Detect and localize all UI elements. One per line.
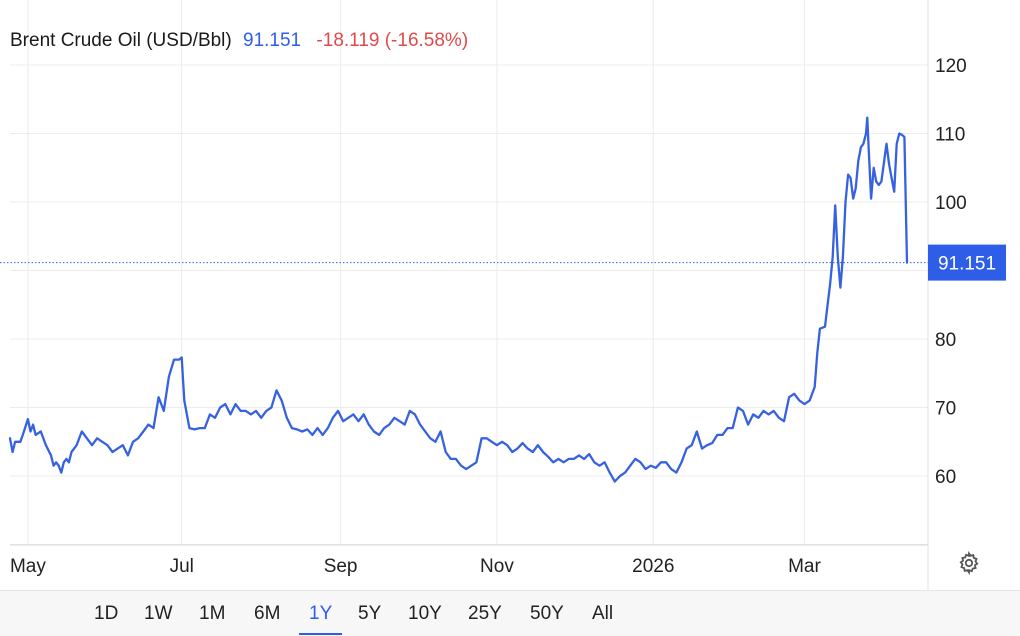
- y-tick-label: 70: [935, 399, 956, 420]
- x-tick-label: 2026: [632, 556, 674, 577]
- chart-header: Brent Crude Oil (USD/Bbl) 91.151 -18.119…: [10, 30, 468, 52]
- last-price: 91.151: [243, 30, 302, 51]
- y-tick-label: 100: [935, 193, 967, 214]
- x-tick-label: Nov: [480, 556, 514, 577]
- chart-grid: [10, 0, 929, 590]
- range-button-1m[interactable]: 1M: [195, 600, 229, 628]
- x-tick-label: Jul: [170, 556, 194, 577]
- price-change: -18.119 (-16.58%): [316, 30, 469, 51]
- settings-gear-icon[interactable]: [957, 551, 981, 575]
- line-chart: May Jul Sep Nov 2026 Mar 60 70 80 100 110 120 91.1…: [0, 0, 1006, 590]
- current-value-marker: 91.151: [928, 244, 1006, 281]
- y-tick-label: 120: [935, 56, 967, 77]
- range-button-5y[interactable]: 5Y: [354, 600, 385, 628]
- range-button-1y[interactable]: 1Y: [298, 600, 343, 635]
- range-button-6m[interactable]: 6M: [250, 600, 284, 628]
- y-tick-label: 110: [935, 125, 965, 146]
- range-button-1w[interactable]: 1W: [140, 600, 177, 628]
- current-value-label: 91.151: [938, 254, 996, 275]
- y-tick-label: 80: [935, 330, 956, 351]
- range-button-all[interactable]: All: [588, 600, 617, 628]
- x-tick-label: May: [10, 556, 46, 577]
- series-line-0: [8, 116, 909, 483]
- y-tick-label: 60: [935, 467, 956, 488]
- instrument-name: Brent Crude Oil (USD/Bbl): [10, 30, 232, 51]
- x-tick-label: Mar: [788, 556, 821, 577]
- current-value-box: [928, 244, 1006, 281]
- range-button-1d[interactable]: 1D: [90, 600, 122, 628]
- x-tick-label: Sep: [324, 556, 358, 577]
- x-axis: May Jul Sep Nov 2026 Mar: [10, 544, 928, 577]
- series-lines: [8, 116, 909, 483]
- range-button-10y[interactable]: 10Y: [404, 600, 446, 628]
- y-axis: 60 70 80 100 110 120: [935, 56, 967, 488]
- range-button-25y[interactable]: 25Y: [464, 600, 506, 628]
- range-button-50y[interactable]: 50Y: [526, 600, 568, 628]
- range-selector: 1D 1W 1M 6M 1Y 5Y 10Y 25Y 50Y All: [0, 590, 1020, 636]
